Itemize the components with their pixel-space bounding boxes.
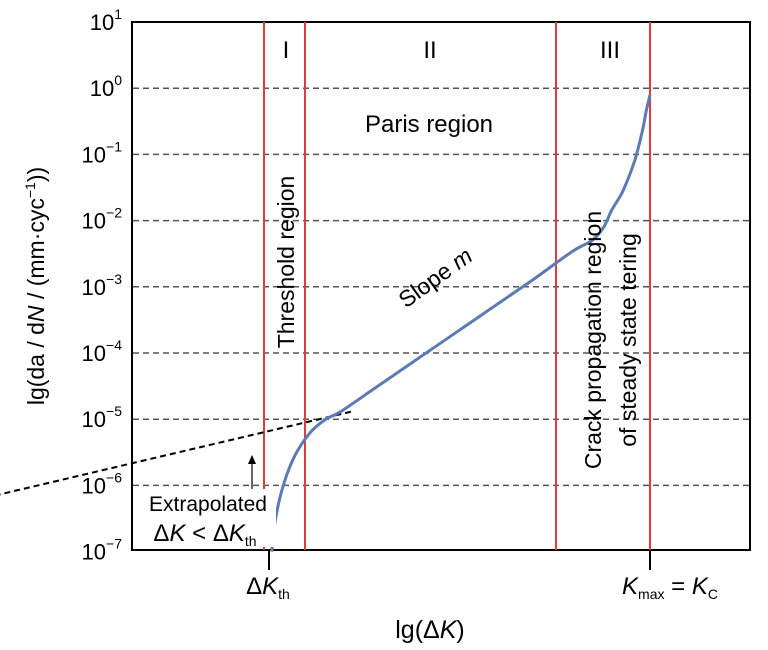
- annotation-background: [136, 489, 276, 547]
- paris-region-label: Paris region: [365, 111, 493, 138]
- y-axis-title: lg(da / dN / (mm·cyc−1)): [22, 167, 49, 405]
- threshold-region-label: Threshold region: [273, 176, 299, 349]
- region-label-ii: II: [423, 37, 436, 64]
- y-tick-label: 101: [90, 6, 122, 35]
- y-tick-label: 10−2: [82, 205, 123, 234]
- annotation-arrowhead: [248, 455, 256, 464]
- y-tick-label: 10−6: [82, 469, 123, 498]
- crack-propagation-label-line1: Crack propagation region: [580, 211, 606, 469]
- x-tick-label-kmax: Kmax = KC: [622, 573, 718, 602]
- y-tick-label: 10−7: [82, 536, 123, 565]
- region-boundaries: [263, 22, 651, 550]
- crack-growth-curve: [270, 94, 652, 552]
- y-tick-label: 10−3: [82, 271, 123, 300]
- region-label-iii: III: [600, 37, 620, 64]
- region-label-i: I: [283, 37, 290, 64]
- y-tick-label: 10−1: [82, 138, 123, 167]
- crack-propagation-label-line2: of steady state tering: [615, 233, 641, 447]
- extrapolated-dashed-line: [0, 410, 354, 496]
- x-tick-label-kth: ΔKth: [246, 573, 290, 602]
- annotation-line1: Extrapolated: [149, 493, 267, 516]
- y-tick-label: 10−5: [82, 403, 123, 432]
- y-tick-labels: 101 100 10−1 10−2 10−3 10−4 10−5 10−6 10−7: [82, 6, 123, 565]
- annotation-line2: ΔK < ΔKth: [153, 520, 256, 549]
- y-tick-label: 10−4: [82, 337, 123, 366]
- y-tick-label: 100: [90, 72, 122, 101]
- x-axis-title: lg(ΔK): [395, 616, 465, 644]
- gridlines: [133, 87, 749, 487]
